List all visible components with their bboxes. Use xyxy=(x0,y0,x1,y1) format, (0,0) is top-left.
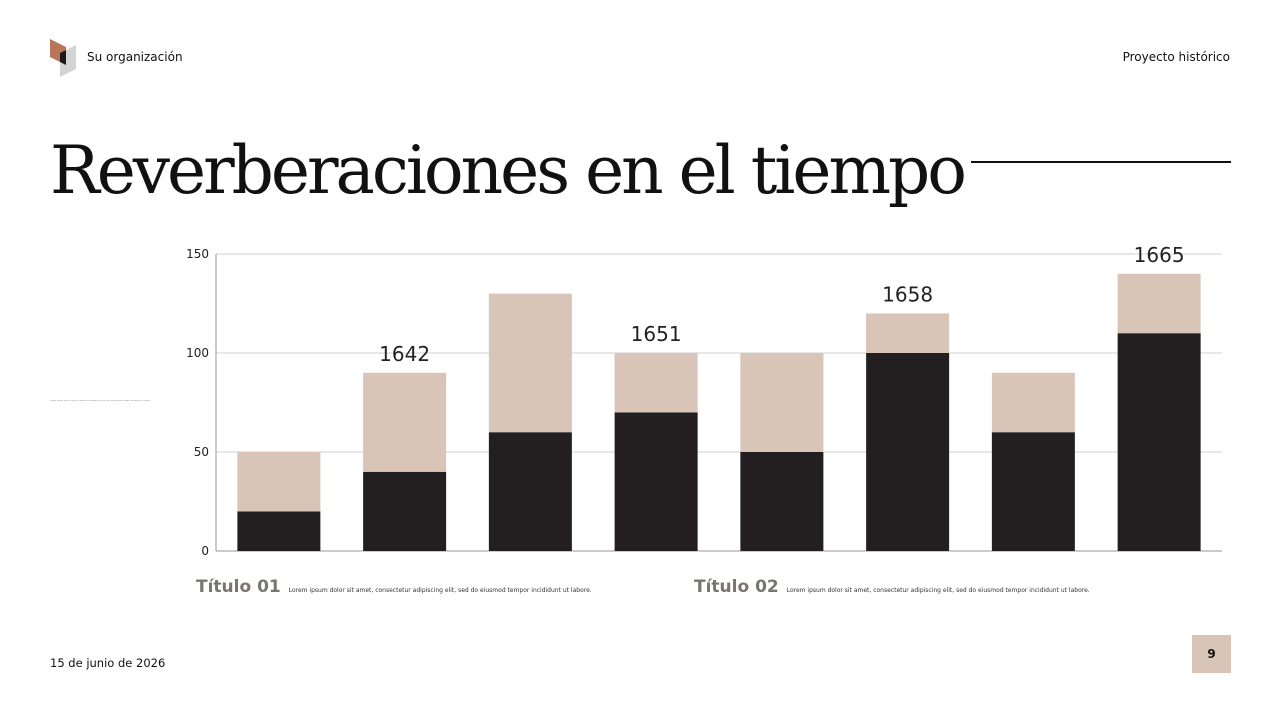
bar-segment-dark xyxy=(866,353,950,551)
data-label: 1665 xyxy=(1134,243,1185,267)
data-label: 1651 xyxy=(631,322,682,346)
bar-segment-light xyxy=(866,313,950,353)
organization-logo xyxy=(50,39,76,77)
bar-segment-light xyxy=(991,372,1075,433)
caption-1: Título 01 Lorem ipsum dolor sit amet, co… xyxy=(196,577,592,597)
side-text: Lorem ipsum dolor sit amet, consectetur … xyxy=(50,400,151,402)
bar-segment-light xyxy=(237,452,321,512)
data-label: 1642 xyxy=(379,342,430,366)
caption-title: Título 02 xyxy=(694,577,779,597)
project-name: Proyecto histórico xyxy=(1122,50,1230,64)
organization-name: Su organización xyxy=(87,50,183,64)
title-rule xyxy=(971,161,1231,163)
caption-text: Lorem ipsum dolor sit amet, consectetur … xyxy=(786,587,1090,594)
caption-text: Lorem ipsum dolor sit amet, consectetur … xyxy=(288,587,592,594)
bar-segment-light xyxy=(488,293,572,433)
date: 15 de junio de 2026 xyxy=(50,656,166,670)
bar-segment-dark xyxy=(1117,333,1201,551)
y-tick-label: 100 xyxy=(186,346,209,360)
caption-2: Título 02 Lorem ipsum dolor sit amet, co… xyxy=(694,577,1090,597)
caption-title: Título 01 xyxy=(196,577,281,597)
slide-title: Reverberaciones en el tiempo xyxy=(50,132,967,209)
bar-segment-light xyxy=(363,372,447,472)
page-number: 9 xyxy=(1192,635,1231,673)
bar-segment-light xyxy=(1117,273,1201,334)
bar-segment-dark xyxy=(363,471,447,551)
bar-segment-dark xyxy=(991,432,1075,551)
bar-segment-dark xyxy=(237,511,321,551)
y-tick-label: 0 xyxy=(201,544,209,558)
y-tick-label: 150 xyxy=(186,247,209,261)
data-label: 1658 xyxy=(882,282,933,306)
bar-segment-light xyxy=(740,353,824,452)
bar-segment-dark xyxy=(488,432,572,551)
bar-segment-light xyxy=(614,353,698,413)
bar-segment-dark xyxy=(614,412,698,551)
y-tick-label: 50 xyxy=(194,445,209,459)
bar-segment-dark xyxy=(740,452,824,551)
